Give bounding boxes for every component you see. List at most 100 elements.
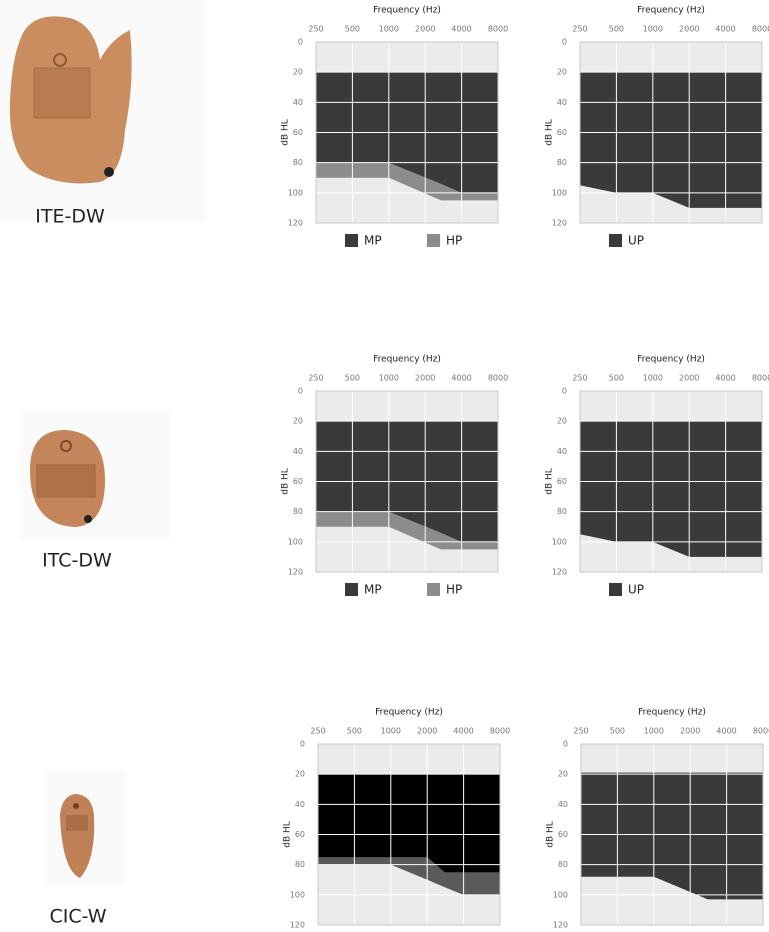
chart-title: Frequency (Hz) (373, 6, 441, 16)
device-label: CIC-W (49, 906, 106, 928)
x-tick-label: 500 (609, 25, 624, 34)
y-tick-label: 40 (558, 800, 568, 809)
x-tick-label: 1000 (379, 25, 399, 34)
x-tick-label: 4000 (453, 727, 473, 736)
y-tick-label: 80 (558, 860, 568, 869)
x-tick-label: 500 (345, 374, 360, 383)
x-tick-label: 2000 (415, 374, 435, 383)
x-tick-label: 500 (345, 25, 360, 34)
y-tick-label: 40 (295, 800, 305, 809)
x-tick-label: 2000 (417, 727, 437, 736)
y-tick-label: 0 (300, 740, 305, 749)
y-tick-label: 0 (298, 38, 303, 47)
y-tick-label: 0 (563, 740, 568, 749)
y-axis-label: dB HL (283, 821, 293, 848)
y-tick-label: 100 (288, 188, 303, 197)
y-axis-label: dB HL (281, 468, 291, 495)
x-tick-label: 8000 (752, 374, 769, 383)
x-tick-label: 2000 (679, 25, 699, 34)
y-tick-label: 40 (557, 98, 567, 107)
y-tick-label: 100 (553, 890, 568, 899)
legend-swatch (609, 583, 622, 596)
device-label: ITE-DW (35, 206, 105, 228)
y-tick-label: 120 (553, 921, 568, 930)
chart-title: Frequency (Hz) (638, 708, 706, 718)
y-tick-label: 80 (295, 860, 305, 869)
plot-frame (315, 41, 499, 224)
y-tick-label: 100 (288, 537, 303, 546)
x-tick-label: 1000 (643, 374, 663, 383)
y-tick-label: 40 (293, 98, 303, 107)
fitting-range-area (580, 421, 762, 557)
x-tick-label: 8000 (490, 727, 510, 736)
y-tick-label: 60 (557, 477, 567, 486)
x-tick-label: 250 (572, 25, 587, 34)
x-tick-label: 8000 (488, 25, 508, 34)
y-tick-label: 20 (295, 770, 305, 779)
y-tick-label: 100 (552, 188, 567, 197)
x-tick-label: 250 (308, 374, 323, 383)
legend-swatch (345, 583, 358, 596)
y-tick-label: 80 (293, 158, 303, 167)
x-tick-label: 4000 (451, 374, 471, 383)
y-tick-label: 120 (552, 568, 567, 577)
x-tick-label: 1000 (644, 727, 664, 736)
legend-label: HP (446, 583, 462, 597)
y-tick-label: 0 (562, 38, 567, 47)
legend-label: HP (446, 234, 462, 248)
x-tick-label: 1000 (379, 374, 399, 383)
y-tick-label: 120 (288, 219, 303, 228)
chart-title: Frequency (Hz) (373, 355, 441, 365)
x-tick-label: 2000 (679, 374, 699, 383)
x-tick-label: 250 (572, 374, 587, 383)
x-tick-label: 4000 (715, 374, 735, 383)
x-tick-label: 2000 (415, 25, 435, 34)
plot-frame (580, 743, 764, 926)
y-tick-label: 40 (293, 447, 303, 456)
plot-frame (317, 743, 501, 926)
x-tick-label: 250 (308, 25, 323, 34)
x-tick-label: 4000 (451, 25, 471, 34)
plot-frame (579, 41, 763, 224)
y-tick-label: 80 (557, 507, 567, 516)
chart: Frequency (Hz) dB HL 250 500 1000 2000 4000 800… (281, 355, 509, 597)
x-tick-label: 250 (573, 727, 588, 736)
x-tick-label: 4000 (716, 727, 736, 736)
y-tick-label: 60 (295, 830, 305, 839)
y-tick-label: 20 (293, 68, 303, 77)
legend-swatch (609, 234, 622, 247)
x-tick-label: 500 (610, 727, 625, 736)
x-tick-label: 4000 (715, 25, 735, 34)
device-label: ITC-DW (42, 550, 112, 572)
x-tick-label: 8000 (488, 374, 508, 383)
y-tick-label: 60 (558, 830, 568, 839)
y-tick-label: 20 (557, 68, 567, 77)
y-axis-label: dB HL (545, 119, 555, 146)
y-tick-label: 20 (293, 417, 303, 426)
device-image-cic (45, 770, 125, 885)
legend-label: UP (628, 583, 644, 597)
x-tick-label: 1000 (381, 727, 401, 736)
y-tick-label: 120 (552, 219, 567, 228)
y-tick-label: 20 (557, 417, 567, 426)
legend-label: UP (628, 234, 644, 248)
legend-swatch (427, 234, 440, 247)
x-tick-label: 8000 (753, 727, 769, 736)
device-image-itc (20, 410, 170, 540)
chart-title: Frequency (Hz) (637, 6, 705, 16)
y-axis-label: dB HL (281, 119, 291, 146)
y-tick-label: 80 (293, 507, 303, 516)
x-tick-label: 2000 (680, 727, 700, 736)
legend-swatch (427, 583, 440, 596)
y-tick-label: 100 (552, 537, 567, 546)
x-tick-label: 500 (347, 727, 362, 736)
x-tick-label: 500 (609, 374, 624, 383)
y-tick-label: 120 (290, 921, 305, 930)
plot-frame (579, 390, 763, 573)
